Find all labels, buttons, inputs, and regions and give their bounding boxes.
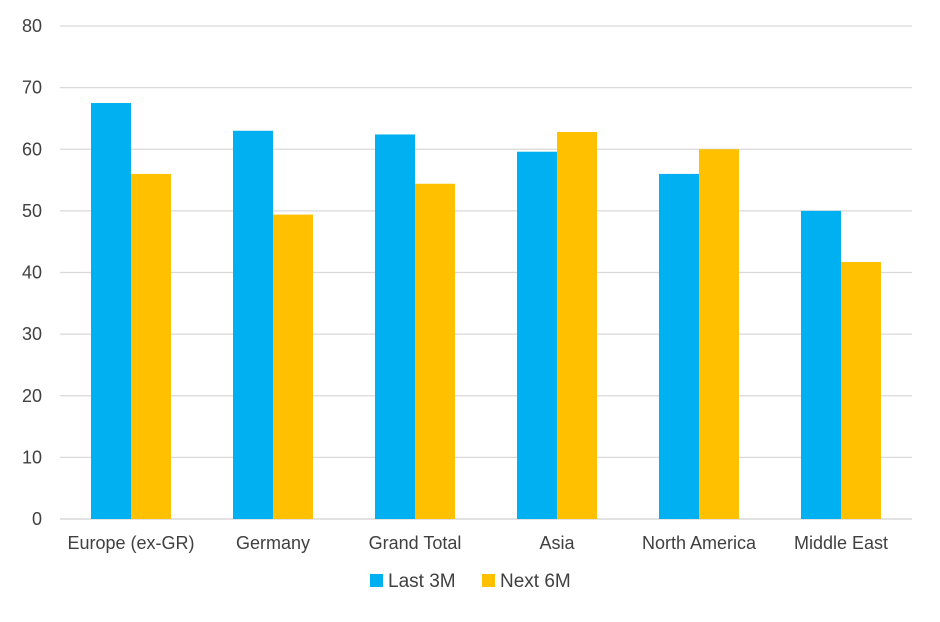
y-tick-label: 30	[22, 324, 42, 344]
y-tick-label: 40	[22, 263, 42, 283]
x-tick-label: Germany	[236, 533, 310, 553]
bar-next-6m	[415, 183, 455, 519]
gridlines	[60, 25, 912, 520]
y-tick-label: 50	[22, 201, 42, 221]
y-axis-ticks: 0 10 20 30 40 50 60 70 80	[22, 16, 42, 529]
bar-next-6m	[273, 214, 313, 519]
x-tick-label: Asia	[539, 533, 575, 553]
bar-last-3m	[801, 210, 841, 519]
bar-next-6m	[841, 262, 881, 519]
legend-swatch	[370, 574, 383, 587]
legend-swatch	[482, 574, 495, 587]
legend-label: Last 3M	[388, 571, 456, 592]
bar-last-3m	[375, 134, 415, 519]
x-tick-label: Middle East	[794, 533, 888, 553]
y-tick-label: 80	[22, 16, 42, 36]
y-tick-label: 60	[22, 139, 42, 159]
bars	[91, 103, 881, 519]
y-tick-label: 20	[22, 386, 42, 406]
bar-last-3m	[517, 151, 557, 519]
bar-next-6m	[699, 149, 739, 519]
bar-next-6m	[131, 173, 171, 519]
y-tick-label: 0	[32, 509, 42, 529]
y-tick-label: 70	[22, 78, 42, 98]
x-tick-label: Grand Total	[369, 533, 462, 553]
bar-next-6m	[557, 131, 597, 519]
x-tick-label: North America	[642, 533, 757, 553]
x-axis-ticks: Europe (ex-GR) Germany Grand Total Asia Nort…	[67, 533, 888, 553]
bar-last-3m	[233, 130, 273, 519]
bar-last-3m	[91, 103, 131, 519]
x-tick-label: Europe (ex-GR)	[67, 533, 194, 553]
bar-last-3m	[659, 173, 699, 519]
legend: Last 3M Next 6M	[370, 571, 571, 592]
y-tick-label: 10	[22, 447, 42, 467]
legend-label: Next 6M	[500, 571, 571, 592]
